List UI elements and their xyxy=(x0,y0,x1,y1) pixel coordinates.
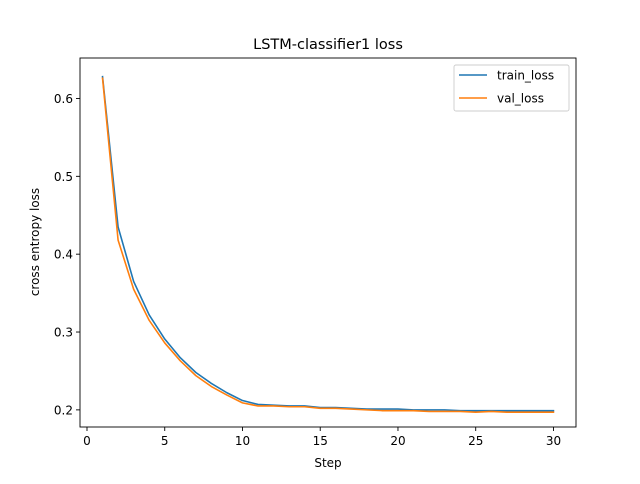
x-tick-label: 15 xyxy=(313,434,328,448)
y-tick-label: 0.3 xyxy=(54,326,73,340)
plot-frame xyxy=(79,57,577,428)
x-tick-label: 10 xyxy=(235,434,250,448)
legend: train_loss val_loss xyxy=(453,64,570,112)
series-layer xyxy=(101,75,555,414)
x-tick-label: 25 xyxy=(468,434,483,448)
legend-label-val-loss: val_loss xyxy=(497,92,544,106)
x-axis: 0 5 10 15 20 25 30 xyxy=(83,427,561,448)
x-axis-label: Step xyxy=(314,456,341,470)
y-axis: 0.2 0.3 0.4 0.5 0.6 xyxy=(54,92,80,417)
legend-box xyxy=(453,64,570,112)
legend-label-train-loss: train_loss xyxy=(497,69,554,83)
y-tick-label: 0.5 xyxy=(54,170,73,184)
y-tick-label: 0.6 xyxy=(54,92,73,106)
x-tick-label: 5 xyxy=(161,434,169,448)
y-tick-label: 0.4 xyxy=(54,248,73,262)
y-axis-label: cross entropy loss xyxy=(28,188,42,296)
series-line-val-loss xyxy=(101,77,555,414)
x-tick-label: 30 xyxy=(546,434,561,448)
x-tick-label: 0 xyxy=(83,434,91,448)
x-tick-label: 20 xyxy=(390,434,405,448)
chart-title: LSTM-classifier1 loss xyxy=(253,37,403,53)
y-tick-label: 0.2 xyxy=(54,403,73,417)
